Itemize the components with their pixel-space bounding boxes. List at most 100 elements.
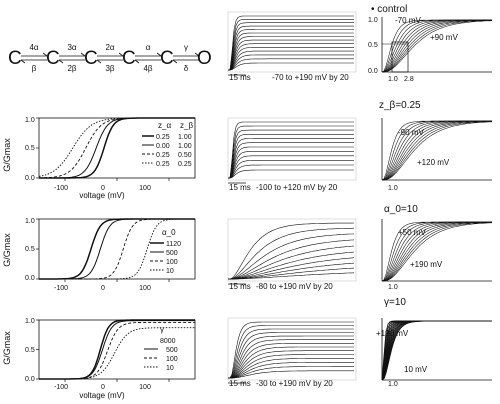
- ss-curve-gamma-4: [39, 327, 195, 380]
- trace-control-8: [228, 36, 354, 71]
- ss-xtick-neg100-zbeta: -100: [54, 185, 68, 192]
- trace-control-5: [228, 47, 354, 71]
- scheme-state-4: C: [122, 48, 136, 69]
- trace-control-4: [228, 50, 354, 71]
- norm-curve-alpha0-10: [382, 222, 493, 282]
- norm-curve-alpha0-9: [381, 222, 493, 282]
- chart-marks: [36, 11, 493, 384]
- traces-caption-zbeta: -100 to +120 mV by 20: [256, 183, 338, 192]
- legend-zbeta-r1-c2: 1.00: [178, 134, 192, 141]
- trace-control-3: [228, 54, 354, 71]
- trace-gamma-7: [228, 346, 354, 379]
- traces-caption-alpha0: -80 to +190 mV by 20: [256, 282, 333, 291]
- trace-zbeta-4: [228, 155, 354, 179]
- trace-alpha0-7: [228, 239, 355, 280]
- norm-curve-gamma-11: [381, 320, 492, 381]
- legend-alpha0-r4: 10: [166, 268, 174, 275]
- trace-gamma-5: [228, 354, 354, 379]
- ss-xtick-100-gamma: 100: [139, 384, 151, 391]
- ss-xtick-100-alpha0: 100: [139, 285, 151, 292]
- trace-gamma-1: [228, 370, 354, 379]
- scheme-arrowhead-backward-4: [134, 59, 140, 64]
- norm-curve-alpha0-8: [381, 222, 492, 282]
- scheme-arrowhead-forward-4: [156, 52, 162, 57]
- ss-ytick-1.0-gamma: 1.0: [25, 318, 35, 325]
- trace-control-7: [228, 39, 354, 71]
- ss-ytick-0.5-gamma: 0.5: [25, 347, 35, 354]
- legend-zbeta-r4-c1: 0.25: [156, 161, 170, 168]
- trace-gamma-11: [228, 332, 354, 379]
- norm-curve-zbeta-6: [381, 120, 492, 181]
- traces-frame-zbeta: [227, 117, 357, 181]
- norm-curve-control-8: [381, 20, 492, 73]
- norm-curve-alpha0-6: [381, 221, 492, 282]
- trace-alpha0-3: [228, 262, 355, 280]
- trace-gamma-3: [228, 362, 354, 379]
- scheme-arrowhead-forward-3: [118, 52, 124, 57]
- legend-zbeta-r2-c2: 1.00: [178, 143, 192, 150]
- ss-ytick-0.0-alpha0: 0.0: [25, 275, 35, 282]
- norm-annotation-control-low: -70 mV: [395, 16, 421, 25]
- scale-label-alpha0: 15 ms: [229, 282, 251, 291]
- norm-xtick-zbeta: 1.0: [388, 185, 398, 192]
- trace-gamma-14: [228, 321, 354, 379]
- trace-zbeta-10: [228, 129, 354, 179]
- ss-curve-zbeta-3: [38, 117, 195, 179]
- trace-control-11: [228, 25, 354, 71]
- trace-zbeta-9: [228, 134, 354, 179]
- scheme-arrows: [20, 52, 200, 64]
- norm-curve-zbeta-8: [381, 121, 492, 181]
- legend-zbeta-r4-c2: 0.25: [178, 161, 192, 168]
- scheme-backward-rate-4: 4β: [143, 64, 152, 73]
- trace-zbeta-5: [228, 151, 354, 179]
- scheme-backward-rate-3: 3β: [105, 64, 114, 73]
- norm-curve-control-10: [382, 20, 493, 73]
- trace-alpha0-6: [228, 245, 355, 280]
- traces-caption-gamma: -30 to +190 mV by 20: [256, 379, 333, 388]
- scheme-arrowhead-backward-5: [172, 59, 178, 64]
- legend-gamma-r4: 10: [166, 365, 174, 372]
- norm-curve-control-9: [381, 20, 493, 73]
- legend-zbeta-r1-c1: 0.25: [156, 134, 170, 141]
- trace-zbeta-3: [228, 160, 354, 179]
- trace-control-13: [228, 19, 354, 71]
- legend-gamma-r3: 100: [166, 356, 178, 363]
- scheme-backward-rate-5: δ: [184, 64, 189, 73]
- trace-gamma-6: [228, 350, 354, 379]
- norm-xtick-gamma: 1.0: [388, 381, 398, 388]
- norm-curve-gamma-12: [381, 320, 492, 381]
- norm-control-inset-box: [391, 41, 409, 73]
- norm-xtick-control-2: 2.8: [404, 76, 414, 83]
- ss-curve-zbeta-2: [39, 117, 195, 179]
- scheme-arrowhead-backward-1: [20, 59, 26, 64]
- ss-axis-labels: G/Gmax G/Gmax G/Gmax voltage (mV) voltag…: [2, 117, 151, 400]
- trace-zbeta-12: [228, 121, 354, 179]
- norm-ytick-control-bottom: 0.0: [368, 68, 378, 75]
- trace-control-6: [228, 43, 354, 71]
- ss-curve-alpha0-3: [39, 218, 195, 280]
- ss-curve-gamma-3: [39, 321, 195, 380]
- legend-header-gamma: γ: [160, 325, 164, 334]
- trace-control-14: [228, 15, 354, 71]
- legend-zbeta-r3-c2: 0.50: [178, 152, 192, 159]
- scheme-state-1: C: [8, 48, 22, 69]
- trace-gamma-8: [228, 343, 354, 379]
- trace-alpha0-4: [228, 257, 355, 280]
- trace-gamma-9: [228, 339, 354, 379]
- trace-control-2: [228, 58, 354, 71]
- traces-frame-control: [227, 11, 357, 73]
- trace-control-9: [228, 32, 354, 71]
- trace-alpha0-9: [228, 227, 355, 280]
- ss-xtick-neg100-gamma: -100: [54, 384, 68, 391]
- scheme-arrowhead-forward-1: [42, 52, 48, 57]
- scheme-state-3: C: [84, 48, 98, 69]
- ss-curve-zbeta-4: [38, 117, 195, 177]
- ss-xtick-0-gamma: 0: [101, 384, 105, 391]
- norm-curve-control-7: [381, 19, 493, 73]
- ss-xtick-0-zbeta: 0: [101, 185, 105, 192]
- norm-annotation-zbeta-low: -90 mV: [398, 128, 424, 137]
- trace-zbeta-8: [228, 138, 354, 179]
- trace-gamma-13: [228, 325, 354, 379]
- norm-annotation-gamma-low: 10 mV: [404, 365, 428, 374]
- legend-header-zb: z_β: [180, 121, 193, 130]
